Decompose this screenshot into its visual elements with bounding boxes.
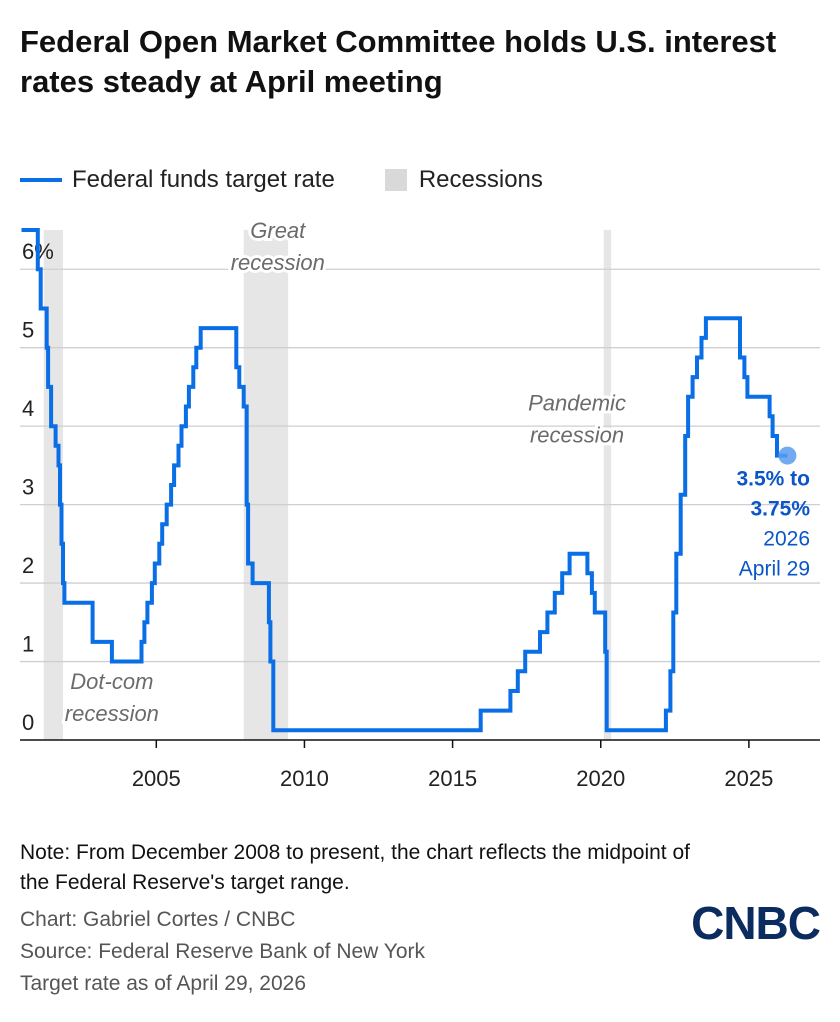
y-tick-label: 0: [22, 710, 34, 735]
annotation-range-line1: 3.5% to: [736, 468, 810, 491]
cnbc-logo: CNBC: [691, 897, 821, 949]
endpoint-marker: [778, 446, 797, 465]
x-axis-ticks: 2005 2010 2015 2020 2025: [132, 740, 773, 791]
y-tick-label: 4: [22, 396, 34, 421]
legend-item-recessions: Recessions: [384, 166, 543, 194]
y-tick-label: 2: [22, 553, 34, 578]
y-tick-label: 5: [22, 318, 34, 343]
recession-band: [243, 230, 289, 740]
annotation-date: April 29: [739, 558, 810, 581]
legend-label-rate: Federal funds target rate: [72, 166, 335, 193]
as-of-date: Target rate as of April 29, 2026: [20, 972, 307, 995]
source-credit: Source: Federal Reserve Bank of New York: [20, 940, 426, 963]
recession-label: Dot-com: [70, 669, 153, 694]
recession-band: [603, 230, 612, 740]
annotation-range-line2: 3.75%: [750, 498, 810, 521]
recession-label: recession: [231, 250, 325, 275]
recession-bands: [43, 230, 612, 740]
legend-line-swatch: [20, 178, 62, 182]
legend-item-rate: Federal funds target rate: [20, 166, 335, 194]
x-tick-label: 2015: [428, 766, 477, 791]
legend-recession-swatch: [384, 169, 407, 191]
x-tick-label: 2025: [724, 766, 773, 791]
recession-label: recession: [65, 701, 159, 726]
recession-labels: Dot-com recession Great recession Pandemic re…: [62, 220, 629, 729]
recession-label: Great: [250, 220, 306, 243]
x-tick-label: 2010: [280, 766, 329, 791]
footnote: Note: From December 2008 to present, the…: [20, 841, 690, 894]
legend: Federal funds target rate Recessions: [20, 162, 593, 198]
rate-chart: Dot-com recession Great recession Pandemic re…: [20, 220, 820, 791]
x-tick-label: 2005: [132, 766, 181, 791]
legend-label-recessions: Recessions: [418, 166, 543, 193]
credits: Chart: Gabriel Cortes / CNBC Source: Fed…: [20, 904, 425, 1000]
page-title: Federal Open Market Committee holds U.S.…: [20, 24, 777, 99]
endpoint-annotation: 3.5% to 3.75% 2026 April 29: [736, 446, 810, 581]
x-tick-label: 2020: [576, 766, 625, 791]
series-layer: [21, 228, 788, 733]
recession-label: Pandemic: [528, 390, 626, 415]
y-tick-label: 3: [22, 475, 34, 500]
y-tick-label: 1: [22, 632, 34, 657]
chart-credit: Chart: Gabriel Cortes / CNBC: [20, 908, 296, 931]
annotation-year: 2026: [763, 528, 810, 551]
rate-series-line: [21, 228, 788, 733]
recession-label: recession: [530, 422, 624, 447]
